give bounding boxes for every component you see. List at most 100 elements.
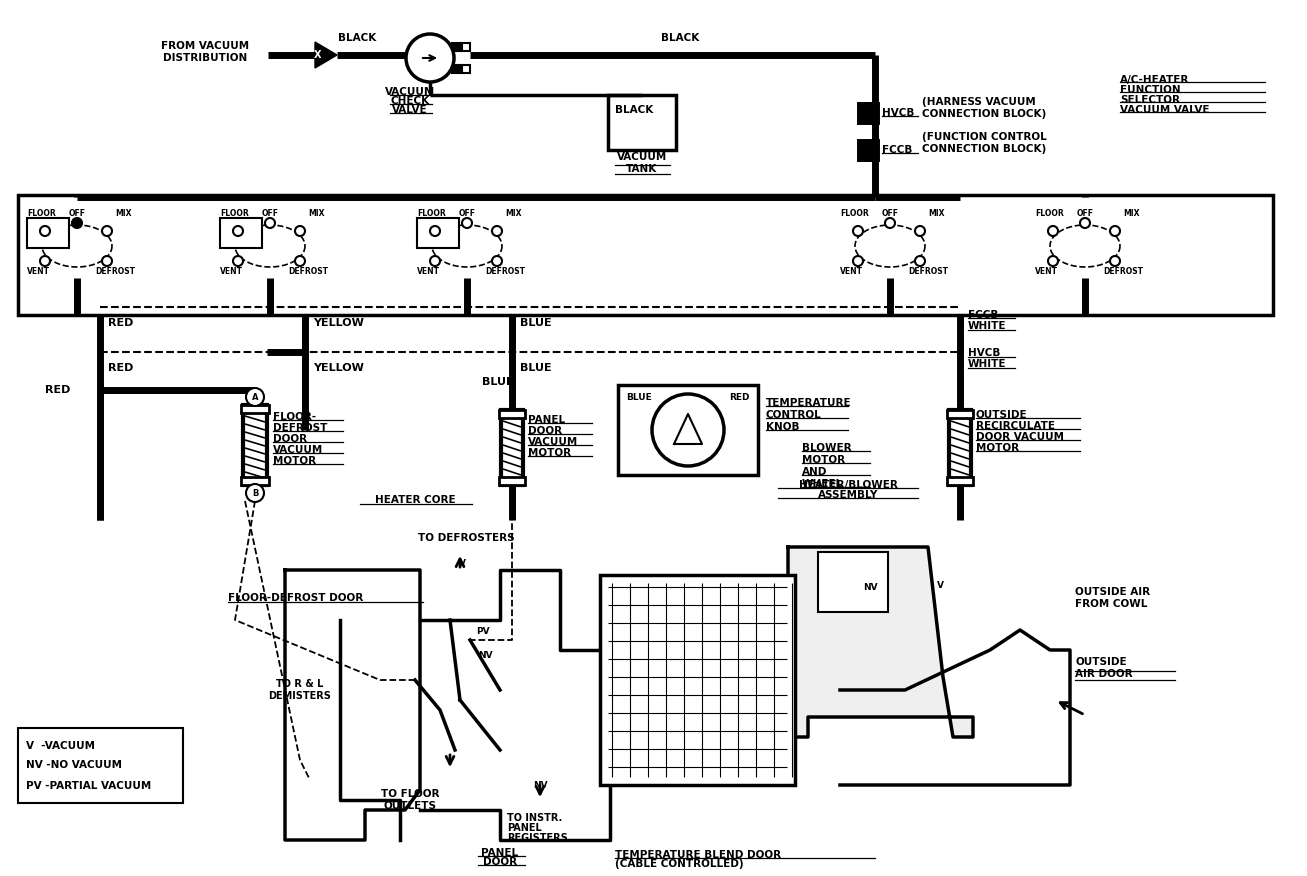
Text: FCCB: FCCB xyxy=(882,145,912,155)
Text: BLACK: BLACK xyxy=(616,105,654,115)
Text: VACUUM
TANK: VACUUM TANK xyxy=(617,152,667,173)
Text: FUNCTION: FUNCTION xyxy=(1120,85,1180,95)
Circle shape xyxy=(246,484,264,502)
Bar xyxy=(243,405,267,485)
Bar xyxy=(948,410,972,418)
Bar xyxy=(27,218,69,248)
Text: VACUUM: VACUUM xyxy=(528,437,578,447)
Text: RED: RED xyxy=(108,318,133,328)
Bar xyxy=(240,405,269,413)
Bar xyxy=(501,410,523,485)
Text: ASSEMBLY: ASSEMBLY xyxy=(818,490,878,500)
Bar xyxy=(949,410,971,485)
Text: (CABLE CONTROLLED): (CABLE CONTROLLED) xyxy=(616,859,744,869)
Text: NV: NV xyxy=(863,583,877,592)
Text: WHITE: WHITE xyxy=(968,359,1006,369)
Circle shape xyxy=(1110,226,1120,236)
Circle shape xyxy=(41,226,50,236)
Text: DEFROST: DEFROST xyxy=(485,266,525,275)
Text: NV -NO VACUUM: NV -NO VACUUM xyxy=(26,760,122,770)
Circle shape xyxy=(885,218,895,228)
Circle shape xyxy=(1080,218,1090,228)
Text: OUTSIDE AIR
FROM COWL: OUTSIDE AIR FROM COWL xyxy=(1074,587,1150,609)
Text: FLOOR: FLOOR xyxy=(220,208,248,217)
Text: HEATER/BLOWER: HEATER/BLOWER xyxy=(799,480,898,490)
Text: DEFROST: DEFROST xyxy=(288,266,328,275)
Text: BLOWER: BLOWER xyxy=(802,443,852,453)
Bar xyxy=(618,385,758,475)
Text: VACUUM: VACUUM xyxy=(384,87,435,97)
Bar xyxy=(461,43,471,51)
Text: OFF: OFF xyxy=(459,208,476,217)
Circle shape xyxy=(102,256,112,266)
Text: VENT: VENT xyxy=(840,266,863,275)
Text: A/C-HEATER: A/C-HEATER xyxy=(1120,75,1189,85)
Text: TO R & L
DEMISTERS: TO R & L DEMISTERS xyxy=(268,679,332,701)
Text: BLUE: BLUE xyxy=(482,377,514,387)
Circle shape xyxy=(853,226,863,236)
Bar xyxy=(461,65,471,73)
Text: V  -VACUUM: V -VACUUM xyxy=(26,741,95,751)
Text: BLUE: BLUE xyxy=(626,392,652,401)
Text: TO DEFROSTERS: TO DEFROSTERS xyxy=(418,533,515,543)
Text: PANEL: PANEL xyxy=(528,415,565,425)
Text: VACUUM: VACUUM xyxy=(273,445,323,455)
Circle shape xyxy=(853,256,863,266)
Bar xyxy=(452,65,461,73)
Text: VENT: VENT xyxy=(417,266,440,275)
Text: HEATER CORE: HEATER CORE xyxy=(375,495,455,505)
Circle shape xyxy=(295,256,305,266)
Text: X: X xyxy=(314,50,322,60)
Text: VACUUM VALVE: VACUUM VALVE xyxy=(1120,105,1209,115)
Text: NV: NV xyxy=(477,651,493,660)
Text: PV -PARTIAL VACUUM: PV -PARTIAL VACUUM xyxy=(26,781,152,791)
Text: DEFROST: DEFROST xyxy=(1103,266,1144,275)
Circle shape xyxy=(430,226,440,236)
Circle shape xyxy=(265,218,274,228)
Text: MOTOR: MOTOR xyxy=(528,448,571,458)
Circle shape xyxy=(461,218,472,228)
Text: (HARNESS VACUUM
CONNECTION BLOCK): (HARNESS VACUUM CONNECTION BLOCK) xyxy=(921,97,1046,119)
Text: DEFROST: DEFROST xyxy=(908,266,948,275)
Text: DEFROST: DEFROST xyxy=(273,423,327,433)
Text: FROM VACUUM
DISTRIBUTION: FROM VACUUM DISTRIBUTION xyxy=(161,41,250,63)
Text: V: V xyxy=(937,581,944,590)
Circle shape xyxy=(295,226,305,236)
Circle shape xyxy=(915,256,925,266)
Bar xyxy=(18,728,183,803)
Text: MIX: MIX xyxy=(928,208,945,217)
Circle shape xyxy=(233,256,243,266)
Bar xyxy=(499,477,525,485)
Text: VENT: VENT xyxy=(27,266,50,275)
Text: OFF: OFF xyxy=(68,208,85,217)
Text: FLOOR-: FLOOR- xyxy=(273,412,316,422)
Text: OUTSIDE
AIR DOOR: OUTSIDE AIR DOOR xyxy=(1074,657,1133,679)
Circle shape xyxy=(652,394,724,466)
Text: DOOR: DOOR xyxy=(484,857,518,867)
Text: DOOR: DOOR xyxy=(273,434,307,444)
Bar xyxy=(499,410,525,418)
Polygon shape xyxy=(285,570,610,840)
Bar xyxy=(600,575,795,785)
Circle shape xyxy=(491,256,502,266)
Circle shape xyxy=(491,226,502,236)
Bar xyxy=(860,142,876,158)
Text: V: V xyxy=(459,560,465,569)
Text: PANEL: PANEL xyxy=(507,823,541,833)
Text: VENT: VENT xyxy=(1035,266,1057,275)
Text: HVCB: HVCB xyxy=(968,348,1000,358)
Text: FLOOR: FLOOR xyxy=(417,208,446,217)
Circle shape xyxy=(41,256,50,266)
Text: PANEL: PANEL xyxy=(481,848,519,858)
Bar xyxy=(220,218,261,248)
Bar xyxy=(860,105,876,121)
Text: VALVE: VALVE xyxy=(392,105,427,115)
Bar xyxy=(608,95,676,150)
Circle shape xyxy=(1048,256,1057,266)
Text: OFF: OFF xyxy=(881,208,898,217)
Bar xyxy=(240,477,269,485)
Text: SELECTOR: SELECTOR xyxy=(1120,95,1180,105)
Text: DEFROST: DEFROST xyxy=(95,266,135,275)
Text: KNOB: KNOB xyxy=(766,422,800,432)
Text: DOOR: DOOR xyxy=(528,426,562,436)
